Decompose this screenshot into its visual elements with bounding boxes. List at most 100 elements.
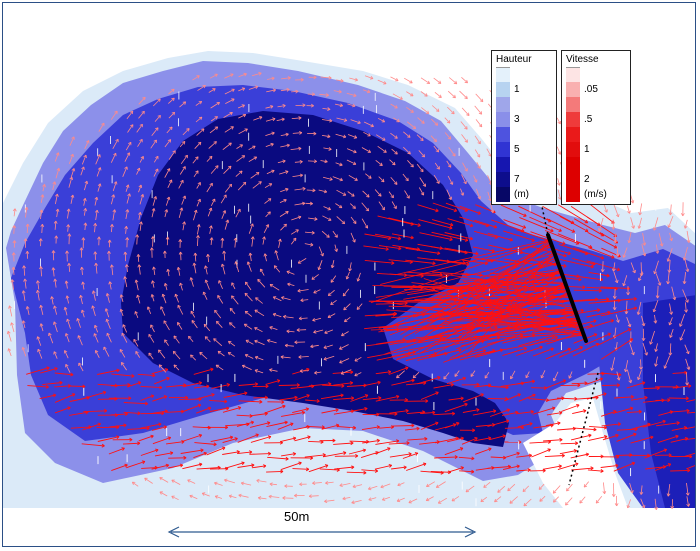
velocity-arrow <box>325 482 329 485</box>
velocity-arrow <box>510 237 513 241</box>
velocity-arrow <box>70 194 74 198</box>
velocity-arrow <box>525 375 529 379</box>
velocity-arrow <box>432 271 469 276</box>
velocity-arrow <box>237 451 252 455</box>
velocity-arrow <box>196 210 198 214</box>
velocity-arrow <box>182 221 185 225</box>
velocity-arrow <box>72 154 74 158</box>
velocity-arrow <box>327 292 330 296</box>
velocity-arrow <box>403 77 413 84</box>
velocity-arrow <box>37 348 41 352</box>
legend-row <box>566 157 626 172</box>
velocity-arrow <box>281 411 305 417</box>
legend-label: 7 <box>514 174 520 185</box>
velocity-arrow <box>375 134 386 141</box>
velocity-arrow <box>37 280 40 284</box>
velocity-arrow <box>448 146 456 157</box>
velocity-arrow <box>144 478 147 482</box>
velocity-arrow <box>312 317 322 321</box>
velocity-arrow <box>136 234 138 245</box>
velocity-arrow <box>342 496 346 500</box>
velocity-arrow <box>516 451 520 454</box>
velocity-arrow <box>198 433 202 436</box>
velocity-arrow <box>279 171 289 175</box>
velocity-arrow <box>54 181 57 185</box>
velocity-arrow <box>166 168 170 171</box>
velocity-arrow <box>367 194 370 198</box>
velocity-arrow <box>284 343 288 346</box>
velocity-arrow <box>236 414 253 417</box>
velocity-arrow <box>363 131 371 137</box>
velocity-arrow <box>139 194 144 205</box>
velocity-arrow <box>211 393 215 395</box>
velocity-arrow <box>241 365 245 369</box>
velocity-arrow <box>280 144 290 148</box>
velocity-arrow <box>280 437 297 442</box>
velocity-arrow <box>57 208 60 212</box>
velocity-arrow <box>13 208 16 217</box>
velocity-arrow <box>92 305 96 317</box>
velocity-arrow <box>435 391 439 393</box>
velocity-arrow <box>173 112 176 116</box>
velocity-arrow <box>432 410 436 413</box>
velocity-arrow <box>532 407 556 415</box>
velocity-arrow <box>324 499 335 502</box>
velocity-arrow <box>532 347 554 357</box>
velocity-arrow <box>177 322 183 330</box>
velocity-arrow <box>464 140 468 143</box>
velocity-arrow <box>607 310 611 313</box>
velocity-arrow <box>623 247 628 258</box>
velocity-arrow <box>207 253 210 257</box>
velocity-arrow <box>218 280 223 289</box>
velocity-arrow <box>410 80 413 84</box>
velocity-arrow <box>269 326 273 328</box>
velocity-arrow <box>209 237 213 241</box>
velocity-arrow <box>158 364 161 368</box>
depth-zone-deepest <box>121 111 509 447</box>
velocity-arrow <box>684 219 688 229</box>
velocity-arrow <box>379 245 402 250</box>
velocity-arrow <box>335 423 340 426</box>
velocity-arrow <box>655 295 658 299</box>
velocity-arrow <box>12 240 15 244</box>
velocity-arrow <box>152 196 157 206</box>
velocity-arrow <box>233 237 237 241</box>
velocity-arrow <box>687 468 691 471</box>
velocity-arrow <box>300 300 304 303</box>
velocity-arrow <box>222 142 232 151</box>
velocity-arrow <box>500 204 527 217</box>
velocity-arrow <box>368 485 378 490</box>
velocity-arrow <box>251 236 254 247</box>
velocity-arrow <box>180 179 184 183</box>
velocity-arrow <box>388 305 577 312</box>
velocity-arrow <box>601 423 621 427</box>
velocity-arrow <box>414 125 417 129</box>
velocity-arrow <box>302 201 306 204</box>
velocity-arrow <box>375 451 379 453</box>
velocity-arrow <box>490 210 494 213</box>
velocity-arrow <box>685 269 689 272</box>
velocity-arrow <box>573 218 605 237</box>
velocity-arrow <box>668 212 671 216</box>
velocity-arrow <box>563 253 567 257</box>
velocity-arrow <box>362 190 370 198</box>
velocity-arrow <box>181 434 202 442</box>
velocity-arrow <box>654 498 657 510</box>
velocity-arrow <box>186 128 190 130</box>
velocity-arrow <box>623 275 628 287</box>
velocity-arrow <box>391 148 398 155</box>
velocity-arrow <box>476 382 480 386</box>
velocity-arrow <box>244 292 249 295</box>
velocity-arrow <box>222 237 225 241</box>
velocity-arrow <box>182 195 186 199</box>
velocity-arrow <box>571 467 594 471</box>
velocity-arrow <box>683 272 686 284</box>
velocity-arrow <box>352 484 356 488</box>
velocity-arrow <box>516 469 531 472</box>
velocity-arrow <box>323 191 327 194</box>
velocity-arrow <box>680 338 684 341</box>
velocity-arrow <box>539 498 541 502</box>
velocity-arrow <box>158 349 162 352</box>
velocity-arrow <box>119 309 122 313</box>
velocity-arrow <box>184 195 187 199</box>
